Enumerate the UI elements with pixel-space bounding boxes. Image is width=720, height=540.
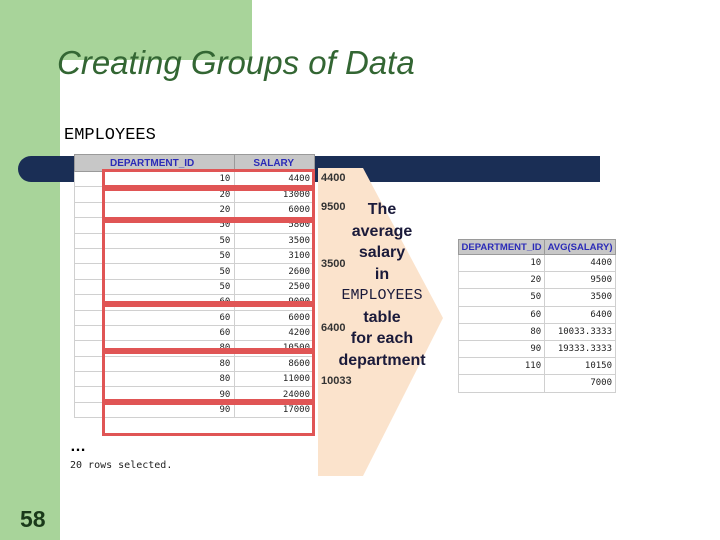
group-highlight-dept-50	[102, 220, 315, 304]
table-cell: 80	[73, 371, 236, 388]
table-cell: 50	[73, 263, 236, 280]
top-accent-block	[60, 0, 252, 60]
table-cell: 8600	[234, 355, 315, 373]
employees-table-label: EMPLOYEES	[64, 126, 156, 145]
table-row: 50 2600	[73, 263, 315, 280]
table-row: 110 10150	[457, 357, 616, 376]
table-row: 50 3100	[73, 247, 315, 265]
average-value: 10033	[321, 375, 352, 387]
table-row: 50 3500	[457, 288, 616, 307]
callout-line: table	[363, 308, 401, 326]
average-value: 6400	[321, 322, 346, 334]
callout-line: EMPLOYEES	[341, 287, 423, 304]
table-cell: 50	[73, 247, 236, 265]
table-cell: 80	[457, 322, 546, 341]
table-cell: 50	[457, 288, 546, 307]
table-cell: 60	[457, 305, 546, 324]
group-highlight-dept-60	[102, 304, 315, 351]
table-row: 60 6000	[73, 309, 315, 326]
column-header-department-id: DEPARTMENT_ID	[457, 239, 546, 255]
group-highlight-dept-20	[102, 188, 315, 220]
table-cell: 10	[457, 253, 546, 273]
table-row: 50 2500	[73, 278, 315, 296]
table-row: 10 4400	[73, 170, 315, 188]
table-row: 90 24000	[73, 386, 315, 403]
table-cell: 60	[73, 309, 236, 326]
table-row: 20 9500	[457, 271, 616, 290]
callout-line: department	[338, 351, 426, 369]
table-cell: 6400	[544, 305, 616, 324]
table-row: 80 11000	[73, 371, 315, 388]
table-cell: 90	[457, 339, 546, 359]
table-cell: 80	[73, 355, 236, 373]
result-table: DEPARTMENT_ID AVG(SALARY) 10 4400 20 9500 50…	[457, 239, 616, 393]
aggregation-arrow	[318, 168, 443, 476]
callout-line: salary	[358, 244, 406, 261]
table-cell: 110	[457, 357, 546, 376]
average-value: 4400	[321, 172, 346, 184]
table-row: 80 8600	[73, 355, 315, 373]
table-cell: 50	[73, 278, 236, 296]
table-cell: 3500	[544, 288, 616, 307]
group-highlight-dept-90	[102, 402, 315, 436]
rows-selected-note: 20 rows selected.	[70, 460, 173, 471]
table-row: 90 19333.3333	[457, 339, 616, 359]
table-row: 80 10033.3333	[457, 322, 616, 341]
table-cell: 60	[73, 324, 236, 342]
slide-number: 58	[20, 506, 46, 532]
table-row: 20 6000	[73, 201, 315, 219]
table-cell: 20	[457, 271, 546, 290]
table-cell: 19333.3333	[544, 339, 616, 359]
group-highlight-dept-10	[102, 169, 315, 188]
average-value: 3500	[321, 258, 346, 270]
table-cell: 10033.3333	[544, 322, 616, 341]
callout-line: in	[374, 265, 390, 283]
table-cell: 7000	[544, 374, 616, 393]
table-cell	[457, 374, 546, 393]
column-header-avg-salary: AVG(SALARY)	[544, 239, 616, 255]
average-value: 9500	[321, 201, 346, 213]
callout-line: The	[367, 201, 397, 218]
table-row: 60 6400	[457, 305, 616, 324]
callout-line: for each	[350, 330, 414, 347]
table-cell: 4400	[544, 253, 616, 273]
table-cell: 2500	[234, 278, 315, 296]
group-highlight-dept-80	[102, 351, 315, 402]
callout-line: average	[351, 222, 413, 240]
table-row: 60 4200	[73, 324, 315, 342]
callout-text: The average salary in EMPLOYEES table fo…	[327, 199, 437, 371]
left-accent-bar	[0, 0, 60, 540]
table-row: 10 4400	[457, 253, 616, 273]
table-cell: 10150	[544, 357, 616, 376]
truncation-ellipsis: …	[70, 438, 87, 455]
table-row: 7000	[457, 374, 616, 393]
table-cell: 9500	[544, 271, 616, 290]
slide-title: Creating Groups of Data	[57, 44, 415, 81]
